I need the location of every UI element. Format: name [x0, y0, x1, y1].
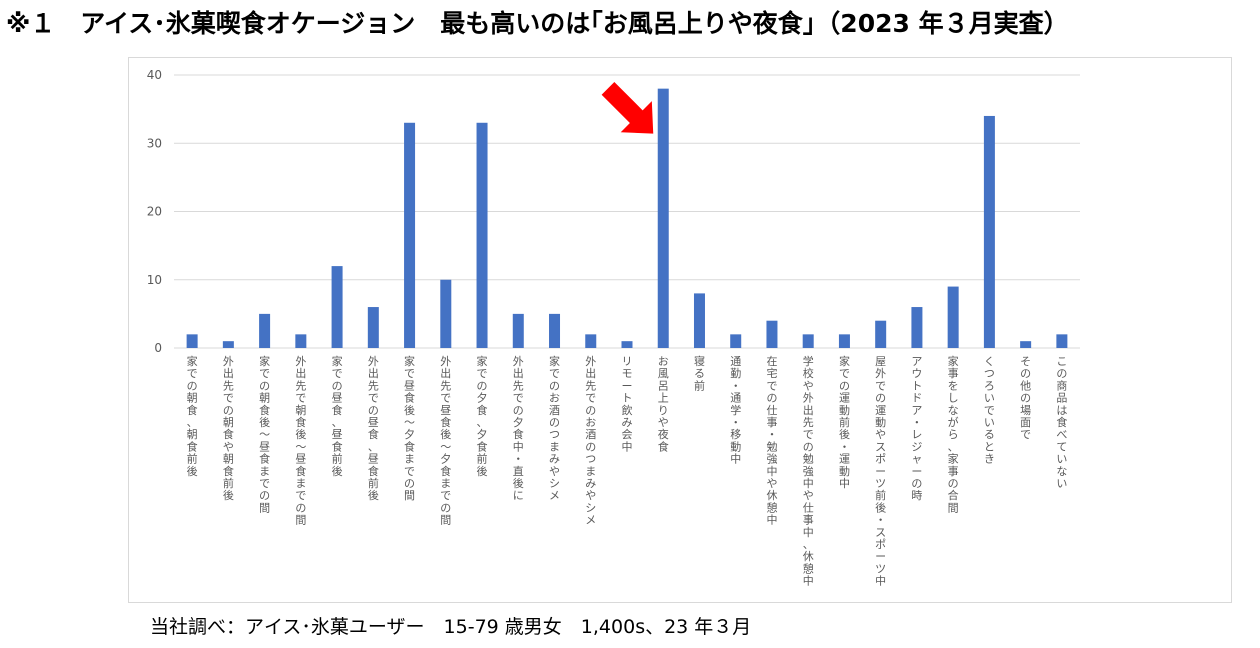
bar: [259, 313, 271, 348]
x-category-label: 家での昼食、昼食前後: [332, 354, 343, 478]
x-category-label: 外出先で昼食後～夕食までの間: [440, 355, 451, 527]
x-category-label: お風呂上りや夜食: [658, 355, 669, 453]
y-tick-label: 30: [147, 136, 162, 150]
x-category-label: 家事をしながら、家事の合間: [948, 354, 959, 514]
bar: [549, 313, 561, 348]
x-category-label: 家での朝食後～昼食までの間: [259, 354, 270, 514]
y-tick-label: 20: [147, 205, 162, 219]
x-category-label: 家での朝食、朝食前後: [187, 354, 198, 478]
bar: [875, 320, 887, 348]
bar: [838, 334, 850, 348]
x-category-label: その他の場面で: [1020, 355, 1031, 441]
x-category-label: 屋外での運動やスポーツ前後・スポーツ中: [875, 355, 886, 588]
chart-area: 0 10 20 30 40 家での朝食、朝食前後 外出先での朝食や朝食前後 家での朝食後～昼…: [128, 57, 1232, 603]
x-category-label: 学校や外出先での勉強中や仕事中、休憩中: [803, 354, 814, 588]
y-tick-label: 10: [147, 273, 162, 287]
bar: [512, 313, 524, 348]
x-category-label: 家でのお酒のつまみやシメ: [549, 354, 560, 502]
bar: [983, 115, 995, 348]
x-category-label: アウトドア・レジャーの時: [911, 355, 922, 502]
x-category-label: リモート飲み会中: [622, 355, 633, 453]
bar: [476, 122, 488, 349]
bar: [404, 122, 416, 349]
x-category-label: 家での運動前後・運動中: [839, 354, 850, 490]
x-category-label: 外出先での夕食中・直後に: [513, 355, 524, 502]
x-category-label: 外出先で朝食後～昼食までの間: [295, 355, 306, 527]
bar: [331, 266, 343, 348]
bar: [440, 279, 452, 348]
arrow-icon: [601, 82, 654, 134]
bar: [657, 88, 669, 349]
bar: [693, 293, 705, 348]
page-heading: ※１ アイス･氷菓喫食オケージョン 最も高いのは｢お風呂上りや夜食｣（2023 …: [6, 9, 1069, 38]
bar: [585, 334, 597, 348]
x-category-label: 通勤・通学・移動中: [730, 355, 741, 466]
bar: [947, 286, 959, 348]
x-category-label: くつろいでいるとき: [984, 355, 995, 466]
y-axis-tick-labels: 0 10 20 30 40: [147, 68, 162, 355]
gridlines: [174, 74, 1080, 349]
x-category-label: 寝る前: [694, 354, 705, 392]
x-category-label: この商品は食べていない: [1056, 355, 1067, 490]
x-category-label: 外出先での昼食、昼食前後: [368, 355, 379, 502]
bar-chart: 0 10 20 30 40 家での朝食、朝食前後 外出先での朝食や朝食前後 家での朝食後～昼…: [147, 68, 1080, 588]
bar: [911, 307, 923, 348]
source-note: 当社調べ：アイス･氷菓ユーザー 15-79 歳男女 1,400s、23 年３月: [150, 616, 752, 638]
x-category-label: 外出先での朝食や朝食前後: [223, 355, 234, 502]
bar: [730, 334, 742, 348]
x-category-label: 在宅での仕事・勉強中や休憩中: [766, 355, 777, 527]
x-category-label: 外出先でのお酒のつまみやシメ: [585, 355, 596, 527]
bar: [295, 334, 307, 348]
bars: [186, 88, 1068, 349]
bar: [186, 334, 198, 348]
bar: [766, 320, 778, 348]
bar: [802, 334, 814, 348]
bar: [1056, 334, 1068, 348]
bar: [1020, 341, 1032, 348]
y-tick-label: 0: [154, 341, 162, 355]
y-tick-label: 40: [147, 68, 162, 82]
bar: [222, 341, 234, 348]
x-category-label: 家で昼食後～夕食までの間: [404, 354, 415, 502]
annotation-arrow: [601, 82, 654, 134]
bar: [621, 341, 633, 348]
x-axis-category-labels: 家での朝食、朝食前後 外出先での朝食や朝食前後 家での朝食後～昼食までの間 外出先で朝…: [187, 354, 1068, 588]
x-category-label: 家での夕食、夕食前後: [477, 354, 488, 478]
bar: [367, 307, 379, 348]
